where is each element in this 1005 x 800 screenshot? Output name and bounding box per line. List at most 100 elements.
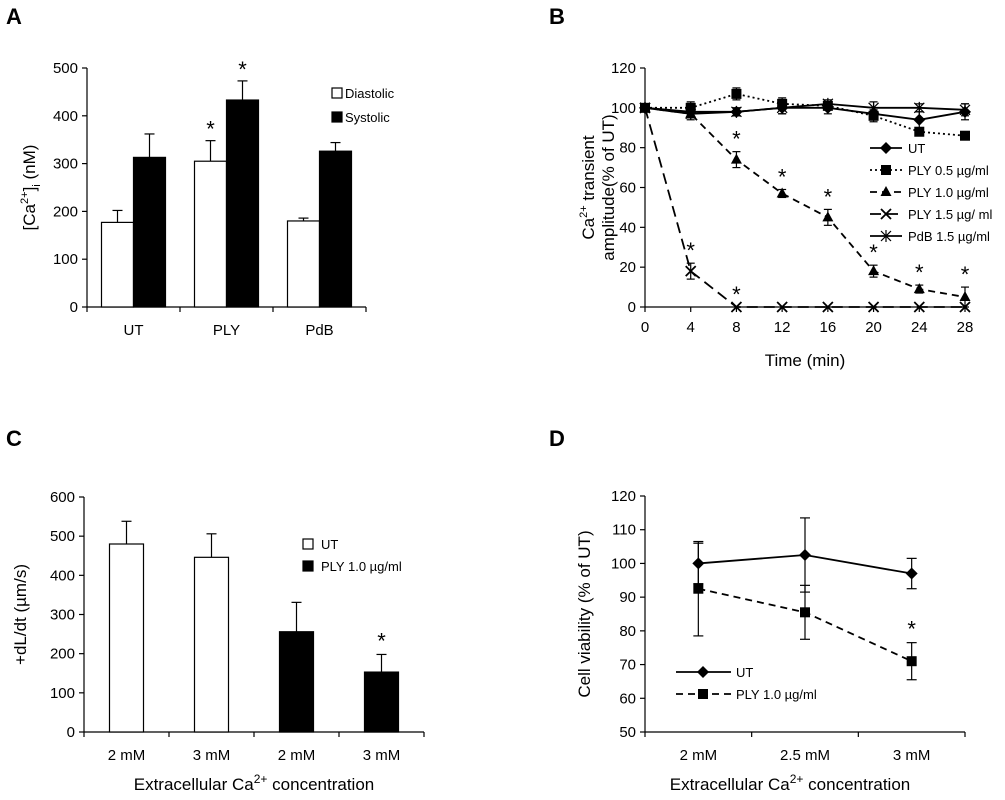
panel-c: C 0 100 200 300 400 500 600 2 mM 3 mM 2 mM 3 mM * UT P… — [6, 426, 425, 794]
panel-c-y-axis-tick-label: 600 — [50, 489, 75, 506]
panel-a: A 0 100 200 300 400 500 UT PLY PdB * * Diastolic Syst… — [6, 4, 395, 339]
panel-c-category-label: 2 mM — [108, 747, 146, 764]
panel-b-point — [822, 97, 834, 110]
panel-c-significance: * — [377, 628, 386, 653]
panel-c-x-label: Extracellular Ca2+ concentration — [134, 772, 374, 794]
panel-b-x-tick-label: 4 — [687, 319, 695, 336]
panel-a-significance: * — [206, 117, 215, 142]
panel-d-y-axis-tick-label: 50 — [619, 724, 636, 741]
panel-a-bar — [132, 156, 167, 308]
panel-b-x-tick-label: 24 — [911, 319, 928, 336]
panel-b-x-tick-label: 8 — [732, 319, 740, 336]
panel-a-y-label: [Ca2+]i (nM) — [19, 145, 43, 231]
panel-b-point — [685, 265, 697, 277]
panel-d-point — [693, 583, 704, 594]
panel-b-legend-label: UT — [908, 141, 925, 156]
panel-d-y-axis-tick-label: 80 — [619, 623, 636, 640]
panel-b-significance: * — [915, 260, 924, 285]
panel-b-legend-label: PLY 1.0 µg/ml — [908, 185, 989, 200]
panel-b-y-label-part: transient — [579, 135, 598, 205]
panel-d-point — [800, 607, 810, 618]
panel-b-point — [822, 301, 834, 313]
panel-c-category-label: 2 mM — [278, 747, 316, 764]
panel-b-point — [959, 291, 971, 302]
panel-a-bar — [318, 150, 353, 308]
panel-b-y-label-sup: 2+ — [578, 205, 590, 218]
panel-d-point — [905, 567, 918, 580]
panel-b-y-label-line2: amplitude(% of UT) — [599, 114, 618, 260]
panel-d-y-axis-tick-label: 70 — [619, 657, 636, 674]
panel-c-legend-label: PLY 1.0 µg/ml — [321, 559, 402, 574]
panel-b-point — [776, 187, 788, 198]
panel-d-y-axis-tick-label: 120 — [611, 488, 636, 505]
panel-b-significance: * — [961, 262, 970, 287]
panel-b-point — [639, 101, 651, 114]
panel-b-legend-marker — [880, 142, 892, 154]
panel-b-point — [913, 101, 925, 114]
panel-c-legend-swatch — [302, 538, 314, 550]
panel-a-y-label-part: ] — [20, 187, 39, 192]
panel-c-x-label-part: Extracellular Ca — [134, 775, 255, 794]
panel-c-label: C — [6, 426, 22, 451]
panel-b-y-label-part: Ca — [579, 217, 598, 239]
panel-a-y-label-part: [Ca — [20, 203, 39, 230]
panel-d-category-label: 3 mM — [893, 747, 931, 764]
panel-d-x-label-part: concentration — [803, 775, 910, 794]
panel-b-point — [685, 107, 697, 120]
panel-d-y-axis-tick-label: 60 — [619, 690, 636, 707]
panel-b-significance: * — [732, 127, 741, 152]
panel-a-category-label: PdB — [305, 322, 333, 339]
panel-b-y-axis-tick-label: 60 — [619, 180, 636, 197]
panel-a-y-label-sup: 2+ — [19, 191, 31, 204]
panel-a-bar — [100, 221, 135, 308]
panel-a-y-label-part: (nM) — [20, 145, 39, 185]
panel-d-category-label: 2 mM — [680, 747, 718, 764]
panel-b-point — [914, 126, 925, 137]
panel-a-y-label-sub: i — [31, 184, 43, 186]
panel-d-legend-marker — [698, 689, 708, 699]
panel-b-series-line — [644, 107, 965, 308]
panel-c-bar — [278, 631, 315, 733]
panel-c-y-axis-tick-label: 0 — [67, 724, 75, 741]
panel-b-legend-label: PdB 1.5 µg/ml — [908, 229, 990, 244]
panel-b-legend-label: PLY 0.5 µg/ml — [908, 163, 989, 178]
panel-d-label: D — [549, 426, 565, 451]
panel-d-y-axis-tick-label: 100 — [611, 555, 636, 572]
panel-d-x-label-part: Extracellular Ca — [670, 775, 791, 794]
panel-b-point — [913, 301, 925, 313]
panel-d-legend-marker — [697, 666, 709, 678]
panel-b-point — [731, 88, 742, 99]
panel-b-legend-marker — [880, 208, 892, 220]
panel-c-x-label-part: concentration — [267, 775, 374, 794]
panel-b-point — [776, 101, 788, 114]
panel-b-legend-label: PLY 1.5 µg/ ml — [908, 207, 992, 222]
panel-b-point — [959, 301, 971, 313]
panel-c-y-axis-tick-label: 300 — [50, 607, 75, 624]
panel-a-category-label: PLY — [213, 322, 240, 339]
panel-b-significance: * — [732, 282, 741, 307]
panel-c-category-label: 3 mM — [193, 747, 231, 764]
panel-d-y-axis-tick-label: 90 — [619, 589, 636, 606]
panel-b-point — [730, 301, 743, 313]
panel-d-point — [906, 656, 917, 667]
panel-b: B 0 20 40 60 80 100 120 0 4 8 12 16 20 24 28 * * * * * * * * UT P… — [549, 4, 992, 370]
panel-b-significance: * — [824, 184, 833, 209]
panel-a-legend-label: Systolic — [345, 110, 390, 125]
panel-a-legend-label: Diastolic — [345, 86, 395, 101]
panel-b-point — [959, 103, 971, 116]
panel-a-y-axis-tick-label: 200 — [53, 203, 78, 220]
panel-d-y-label: Cell viability (% of UT) — [575, 530, 594, 697]
panel-a-bar — [286, 220, 321, 308]
panel-a-category-label: UT — [124, 322, 144, 339]
panel-a-label: A — [6, 4, 22, 29]
panel-c-x-label-sup: 2+ — [254, 772, 268, 786]
panel-b-legend-marker — [880, 230, 892, 242]
panel-a-bar — [225, 99, 260, 308]
panel-b-x-tick-label: 16 — [820, 319, 837, 336]
panel-b-point — [868, 110, 879, 121]
panel-a-significance: * — [238, 57, 247, 82]
panel-b-x-tick-label: 0 — [641, 319, 649, 336]
panel-b-label: B — [549, 4, 565, 29]
panel-b-significance: * — [778, 164, 787, 189]
